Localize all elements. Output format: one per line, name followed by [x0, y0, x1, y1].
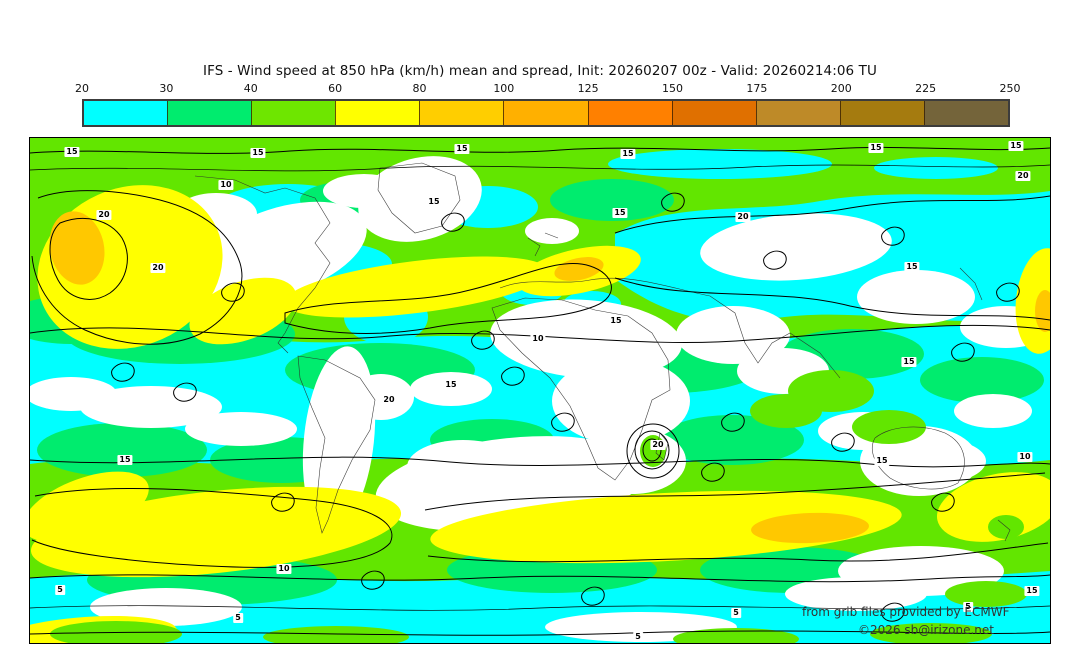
colorbar-segment: [335, 101, 420, 125]
colorbar-tick: 30: [159, 82, 174, 95]
colorbar-segment: [755, 101, 840, 125]
colorbar-tick: 250: [999, 82, 1021, 95]
colorbar-segment: [587, 101, 672, 125]
wind-speed-map: [30, 138, 1050, 643]
spread-contours: [30, 146, 1050, 636]
colorbar-segment: [251, 101, 336, 125]
colorbar-segment: [503, 101, 588, 125]
coastlines: [194, 162, 1011, 542]
colorbar-tick: 40: [243, 82, 258, 95]
colorbar-tick: 100: [493, 82, 515, 95]
colorbar-tick: 225: [915, 82, 937, 95]
colorbar-segment: [839, 101, 924, 125]
colorbar-segment: [84, 101, 168, 125]
colorbar-segment: [419, 101, 504, 125]
colorbar-tick: 150: [662, 82, 684, 95]
colorbar-tick: 125: [577, 82, 599, 95]
colorbar-tick: 20: [75, 82, 89, 95]
map-panel: 15 15 15 15 15 15 20 20 10 15 15 20 20 15 15 15 10 20 15 15…: [29, 137, 1051, 644]
colorbar-tick: 60: [328, 82, 343, 95]
colorbar-ticks: 20 30 40 60 80 100 125 150 175 200 225 250: [75, 82, 1021, 96]
colorbar-tick: 200: [830, 82, 852, 95]
colorbar: [82, 99, 1010, 127]
attribution-copyright: ©2026 sb@irizone.net: [858, 623, 994, 637]
attribution-source: from grib files provided by ECMWF: [802, 605, 1010, 619]
colorbar-tick: 175: [746, 82, 768, 95]
colorbar-segment: [167, 101, 252, 125]
colorbar-segment: [671, 101, 756, 125]
colorbar-segment: [923, 101, 1009, 125]
colorbar-tick: 80: [412, 82, 427, 95]
chart-title: IFS - Wind speed at 850 hPa (km/h) mean …: [203, 63, 877, 79]
